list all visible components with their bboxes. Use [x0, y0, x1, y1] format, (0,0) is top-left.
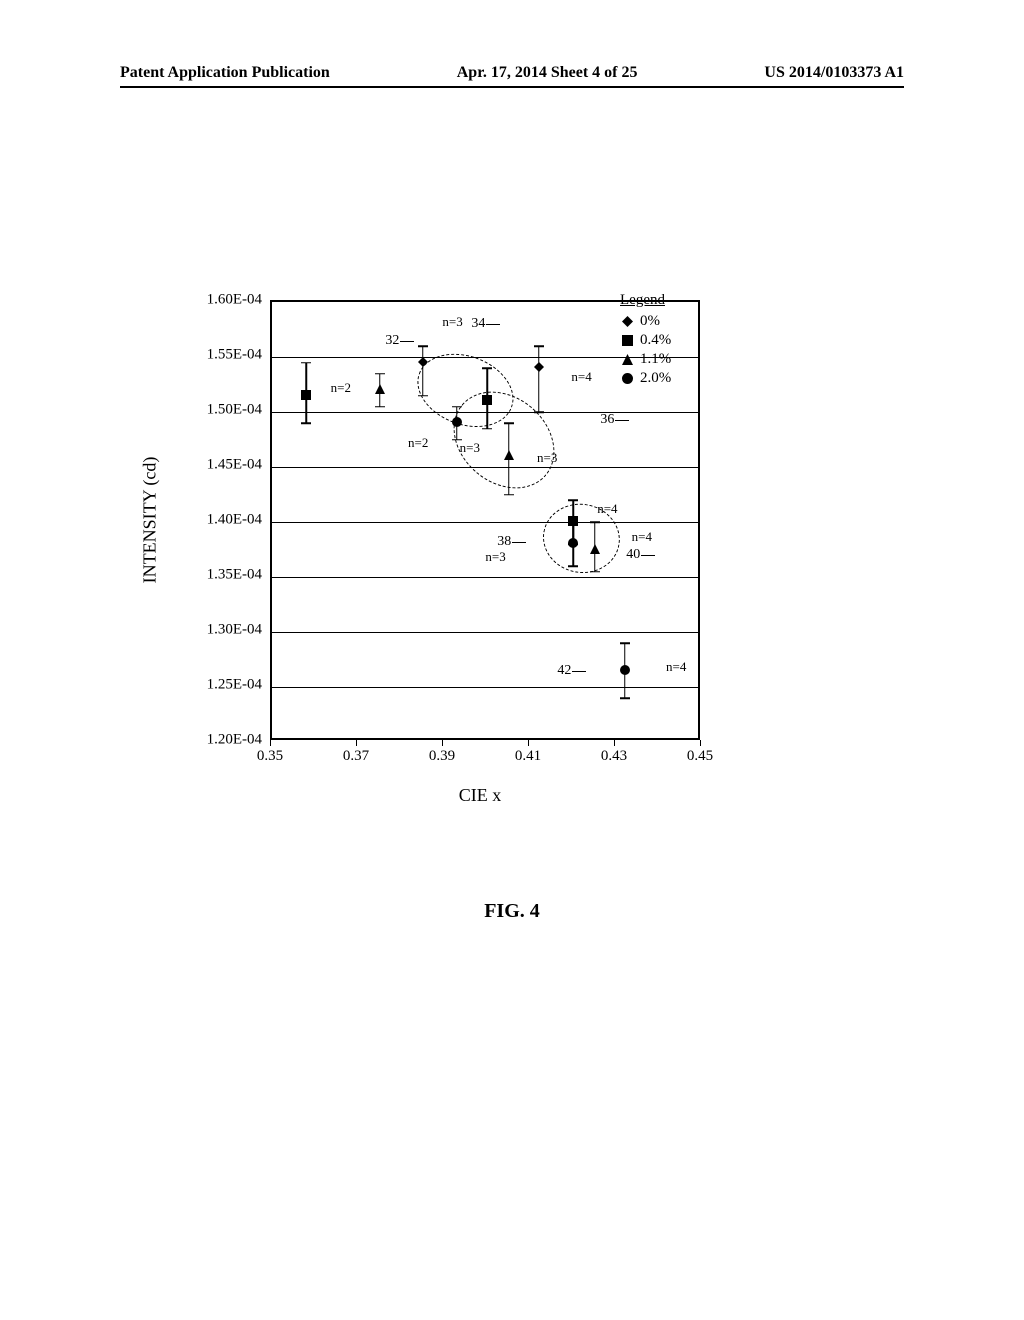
data-point-1_1pct — [504, 447, 514, 465]
error-cap — [301, 422, 311, 424]
y-tick-label: 1.25E-04 — [180, 677, 262, 694]
legend-label: 0.4% — [640, 332, 671, 349]
header-right: US 2014/0103373 A1 — [764, 64, 904, 82]
callout-label: 42 — [557, 663, 571, 679]
data-point-1_1pct — [590, 541, 600, 559]
x-tick-label: 0.35 — [257, 748, 283, 765]
error-cap — [418, 345, 428, 347]
n-label: n=3 — [537, 450, 557, 466]
callout-label: 38 — [497, 534, 511, 550]
callout-leader — [400, 341, 414, 342]
gridline — [272, 522, 698, 523]
n-label: n=4 — [666, 659, 686, 675]
x-tick-label: 0.39 — [429, 748, 455, 765]
data-point-0pct — [418, 354, 428, 372]
legend: Legend 0% 0.4% 1.1% 2.0% — [620, 292, 700, 389]
error-cap — [375, 406, 385, 408]
legend-label: 0% — [640, 313, 660, 330]
callout-leader — [572, 671, 586, 672]
x-tick-mark — [356, 740, 357, 746]
n-label: n=3 — [442, 314, 462, 330]
y-tick-label: 1.55E-04 — [180, 347, 262, 364]
legend-marker-circle-icon — [620, 373, 634, 384]
legend-row: 2.0% — [620, 370, 700, 387]
y-tick-label: 1.40E-04 — [180, 512, 262, 529]
x-tick-mark — [528, 740, 529, 746]
gridline — [272, 632, 698, 633]
header-underline — [120, 86, 904, 88]
data-point-1_1pct — [375, 381, 385, 399]
x-tick-mark — [614, 740, 615, 746]
error-cap — [620, 697, 630, 699]
legend-marker-square-icon — [620, 335, 634, 346]
x-tick-label: 0.41 — [515, 748, 541, 765]
callout-leader — [512, 542, 526, 543]
n-label: n=4 — [571, 369, 591, 385]
figure-caption: FIG. 4 — [0, 900, 1024, 923]
n-label: n=3 — [460, 440, 480, 456]
gridline — [272, 577, 698, 578]
data-point-0_4pct — [482, 392, 492, 410]
callout-label: 32 — [385, 333, 399, 349]
y-tick-label: 1.30E-04 — [180, 622, 262, 639]
n-label: n=4 — [597, 501, 617, 517]
data-point-2_0pct — [452, 414, 462, 432]
legend-row: 0.4% — [620, 332, 700, 349]
x-tick-label: 0.37 — [343, 748, 369, 765]
legend-label: 1.1% — [640, 351, 671, 368]
error-cap — [620, 642, 630, 644]
callout-label: 36 — [600, 412, 614, 428]
y-tick-label: 1.50E-04 — [180, 402, 262, 419]
callout-leader — [641, 555, 655, 556]
x-tick-mark — [442, 740, 443, 746]
x-tick-mark — [270, 740, 271, 746]
data-point-0pct — [534, 359, 544, 377]
x-tick-label: 0.43 — [601, 748, 627, 765]
y-tick-label: 1.35E-04 — [180, 567, 262, 584]
error-cap — [534, 345, 544, 347]
callout-leader — [486, 324, 500, 325]
legend-marker-diamond-icon — [620, 316, 634, 327]
header-left: Patent Application Publication — [120, 64, 330, 82]
y-tick-label: 1.45E-04 — [180, 457, 262, 474]
legend-marker-triangle-icon — [620, 354, 634, 365]
data-point-2_0pct — [568, 535, 578, 553]
legend-row: 1.1% — [620, 351, 700, 368]
x-axis-label: CIE x — [459, 785, 502, 806]
intensity-vs-ciex-chart: INTENSITY (cd) 323436384042n=2n=3n=4n=2n… — [180, 300, 740, 800]
n-label: n=2 — [331, 380, 351, 396]
y-tick-label: 1.20E-04 — [180, 732, 262, 749]
error-cap — [375, 373, 385, 375]
callout-label: 34 — [471, 316, 485, 332]
error-cap — [568, 499, 578, 501]
n-label: n=2 — [408, 435, 428, 451]
data-point-2_0pct — [620, 662, 630, 680]
y-tick-label: 1.60E-04 — [180, 292, 262, 309]
error-cap — [301, 362, 311, 364]
callout-leader — [615, 420, 629, 421]
n-label: n=4 — [632, 529, 652, 545]
error-cap — [504, 494, 514, 496]
data-point-0_4pct — [301, 387, 311, 405]
n-label: n=3 — [485, 549, 505, 565]
callout-label: 40 — [626, 547, 640, 563]
y-axis-label: INTENSITY (cd) — [140, 457, 161, 584]
x-tick-label: 0.45 — [687, 748, 713, 765]
legend-row: 0% — [620, 313, 700, 330]
legend-title: Legend — [620, 292, 700, 309]
header-center: Apr. 17, 2014 Sheet 4 of 25 — [457, 64, 638, 82]
page-header: Patent Application Publication Apr. 17, … — [120, 64, 904, 82]
error-bar — [538, 346, 540, 412]
legend-label: 2.0% — [640, 370, 671, 387]
x-tick-mark — [700, 740, 701, 746]
gridline — [272, 687, 698, 688]
data-point-0_4pct — [568, 513, 578, 531]
